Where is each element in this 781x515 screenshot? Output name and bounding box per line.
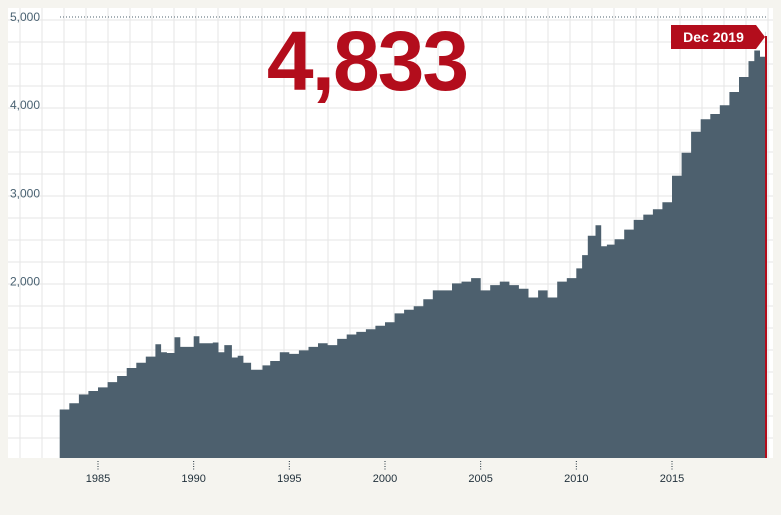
x-tick-label: 1995	[277, 473, 301, 485]
x-tick-label: 2005	[468, 473, 492, 485]
y-tick-label: 4,000	[10, 98, 40, 112]
y-axis: 2,000 3,000 4,000 5,000	[10, 10, 40, 289]
x-tick-label: 2010	[564, 473, 588, 485]
y-tick-label: 2,000	[10, 275, 40, 289]
x-tick-label: 2015	[660, 473, 684, 485]
x-tick-label: 1990	[181, 473, 205, 485]
x-tick-label: 2000	[373, 473, 397, 485]
end-tag-label: Dec 2019	[683, 29, 744, 45]
y-tick-label: 5,000	[10, 10, 40, 24]
y-tick-label: 3,000	[10, 186, 40, 200]
x-axis: 1985 1990 1995 2000 2005 2010 2015	[86, 461, 684, 485]
x-tick-label: 1985	[86, 473, 110, 485]
end-tag-background	[671, 25, 765, 49]
highlight-value: 4,833	[267, 14, 467, 108]
series-area	[59, 31, 766, 458]
end-tag: Dec 2019	[671, 25, 765, 49]
